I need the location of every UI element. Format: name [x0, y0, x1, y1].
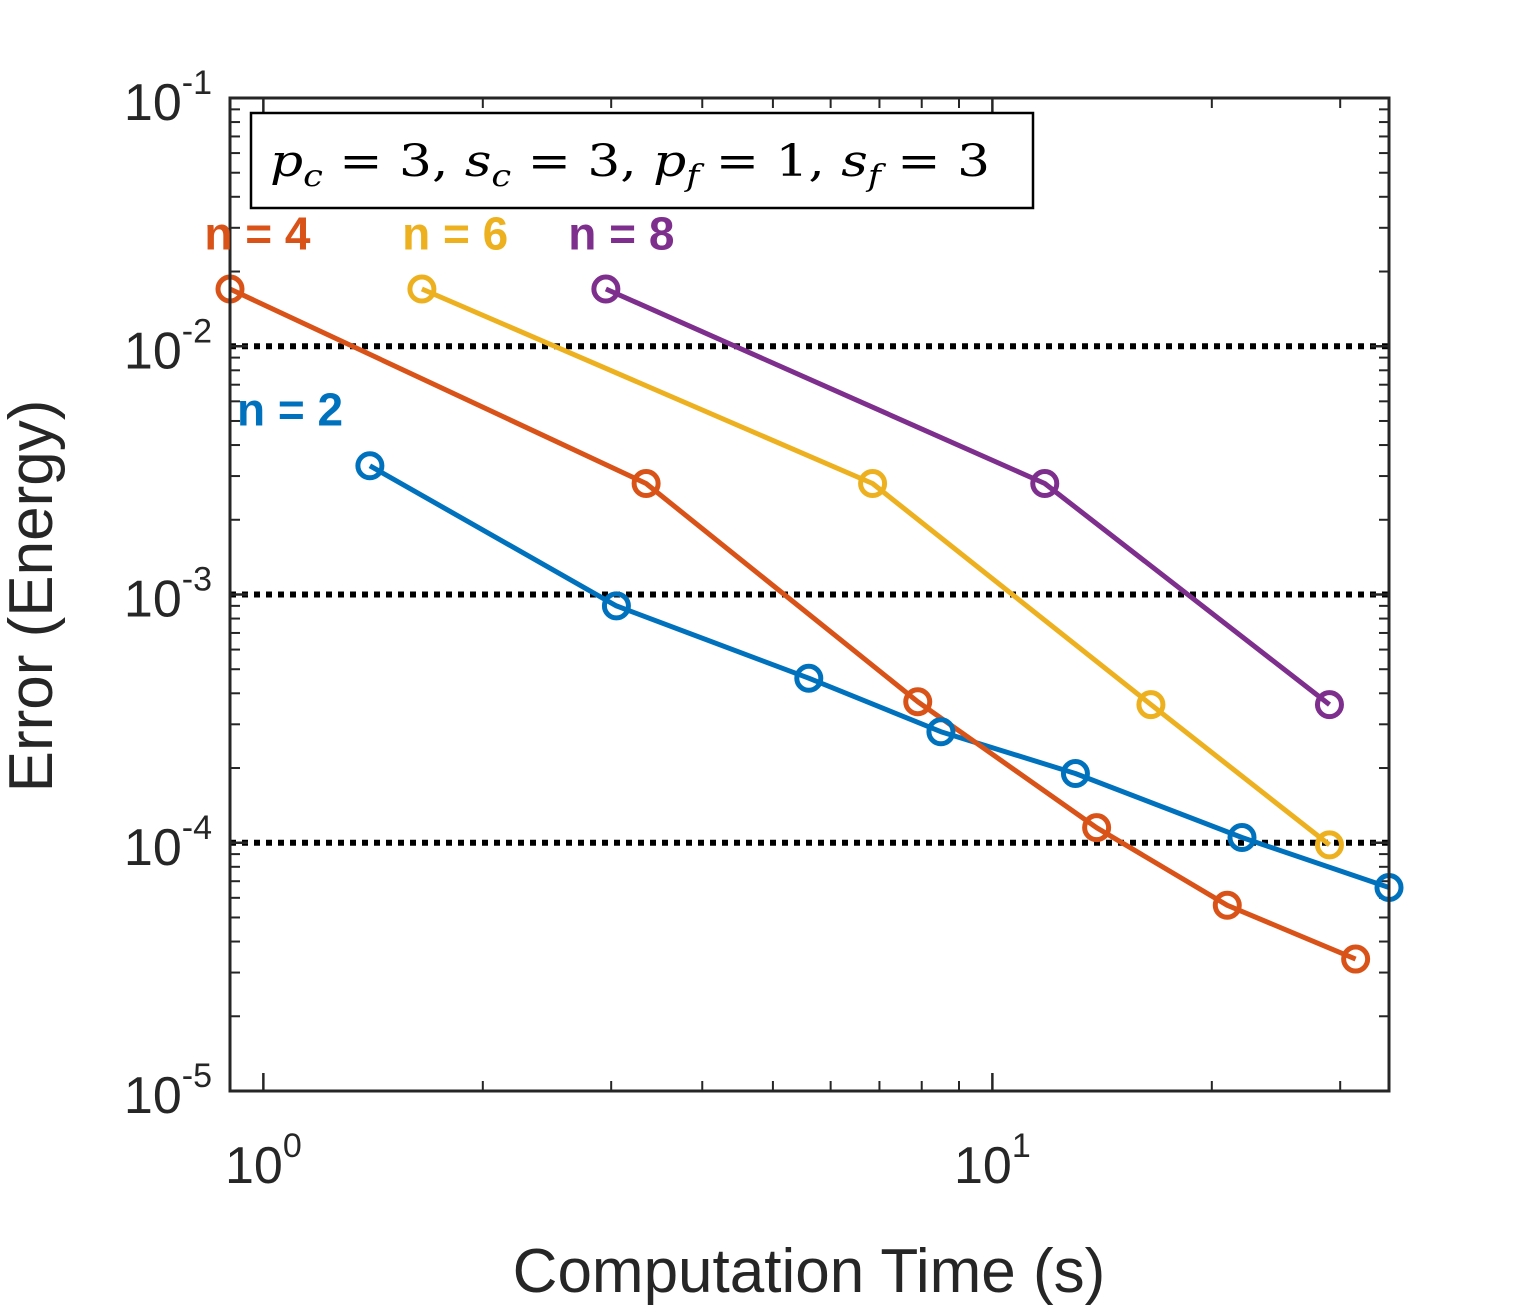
y-tick-label: 10-3 [124, 561, 212, 629]
series-label: n = 6 [402, 208, 508, 260]
data-point [794, 663, 824, 693]
data-point [1030, 468, 1060, 498]
y-tick-label: 10-5 [124, 1057, 212, 1125]
series-label: n = 4 [204, 208, 311, 260]
series-line-2 [228, 286, 1357, 962]
series-label: n = 8 [568, 208, 674, 260]
series-lines [228, 286, 1390, 962]
data-point [1082, 813, 1112, 843]
x-axis-title: Computation Time (s) [513, 1237, 1106, 1306]
data-point [601, 591, 631, 621]
y-tick-label: 10-1 [124, 64, 212, 132]
reference-lines [230, 343, 1389, 846]
x-tick-label: 100 [225, 1127, 302, 1195]
data-point [903, 687, 933, 717]
data-point [926, 717, 956, 747]
plot-frame [228, 96, 1391, 1093]
series-labels: n = 2 n = 4 n = 6 n = 8 [204, 208, 674, 436]
data-point [1227, 822, 1257, 852]
y-tick-labels: 10-1 10-2 10-3 10-4 10-5 [124, 64, 212, 1125]
y-tick-label: 10-4 [124, 809, 212, 877]
series-line-1 [368, 463, 1390, 890]
x-tick-label: 101 [954, 1127, 1031, 1195]
data-point [858, 468, 888, 498]
data-point [591, 274, 621, 304]
series-label: n = 2 [237, 383, 343, 435]
data-point [1341, 944, 1371, 974]
y-tick-label: 10-2 [124, 312, 212, 380]
data-point [407, 274, 437, 304]
data-point [355, 451, 385, 481]
data-point [1314, 830, 1344, 860]
data-point [1136, 690, 1166, 720]
x-tick-labels: 100 101 [225, 1127, 1031, 1195]
data-point [1212, 890, 1242, 920]
data-point [1060, 759, 1090, 789]
data-point [1314, 690, 1344, 720]
series-line-4 [604, 286, 1332, 707]
data-point [631, 468, 661, 498]
series-line-3 [420, 286, 1332, 847]
y-axis-title: Error (Energy) [0, 400, 66, 793]
